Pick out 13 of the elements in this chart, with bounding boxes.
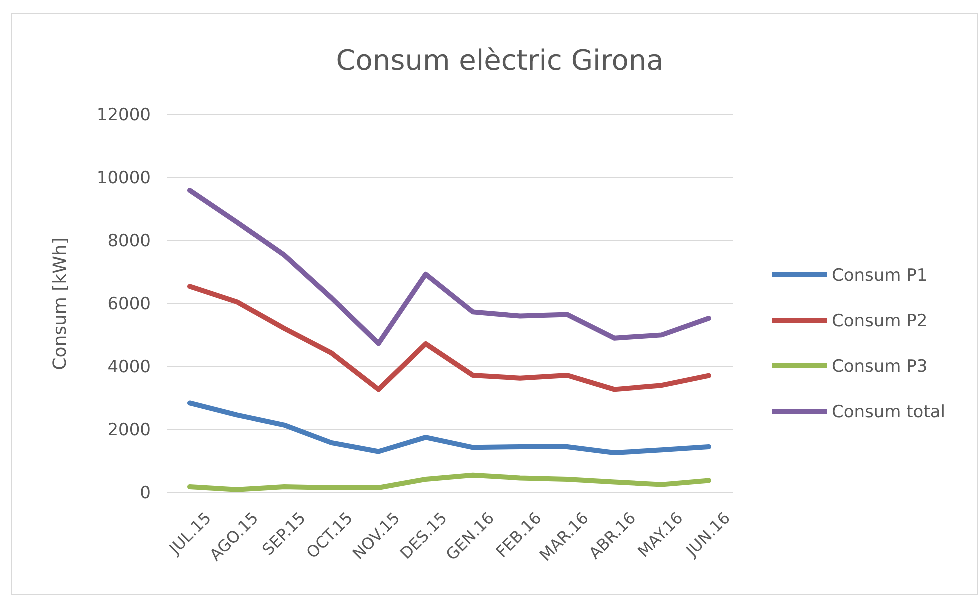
y-tick-label: 10000 [96, 168, 151, 188]
legend-label: Consum P3 [832, 357, 928, 377]
y-tick-label: 8000 [108, 231, 151, 252]
y-tick-label: 0 [140, 483, 151, 504]
legend-label: Consum P1 [832, 266, 928, 286]
legend-label: Consum P2 [832, 312, 928, 332]
y-axis-title: Consum [kWh] [50, 238, 71, 370]
y-tick-label: 12000 [96, 105, 151, 126]
y-tick-label: 2000 [108, 420, 151, 440]
legend-label: Consum total [832, 402, 946, 422]
y-tick-label: 4000 [108, 357, 151, 378]
chart-title: Consum elèctric Girona [336, 44, 664, 77]
y-tick-label: 6000 [108, 294, 151, 314]
